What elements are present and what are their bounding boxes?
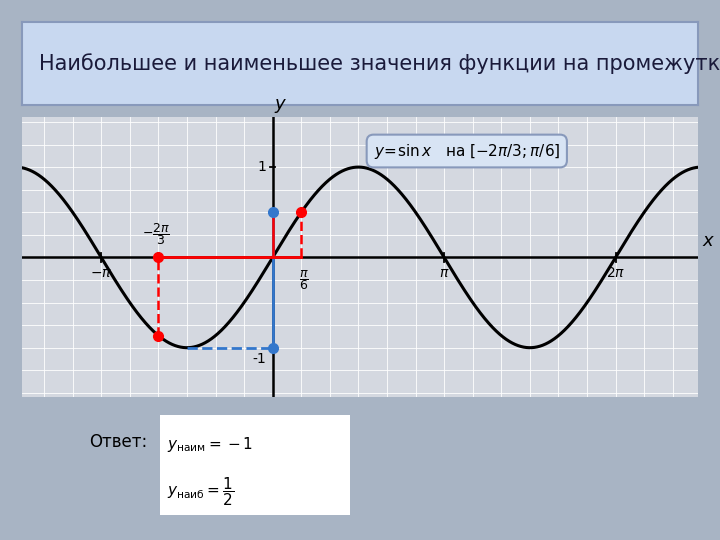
Text: $-\pi$: $-\pi$ (90, 266, 112, 280)
Text: y: y (274, 95, 285, 113)
Text: $\pi$: $\pi$ (439, 266, 449, 280)
Text: $\dfrac{\pi}{6}$: $\dfrac{\pi}{6}$ (299, 268, 309, 292)
Text: $y_{\mathregular{наим}} = -1$: $y_{\mathregular{наим}} = -1$ (167, 435, 253, 454)
FancyBboxPatch shape (161, 415, 350, 515)
Text: -1: -1 (253, 352, 266, 366)
Text: Наибольшее и наименьшее значения функции на промежутке: Наибольшее и наименьшее значения функции… (39, 53, 720, 73)
Text: Ответ:: Ответ: (89, 433, 148, 451)
Text: $2\pi$: $2\pi$ (606, 266, 625, 280)
Text: x: x (703, 232, 714, 250)
Text: $y\!=\!\sin x$   на $[-2\pi/3;\pi/6]$: $y\!=\!\sin x$ на $[-2\pi/3;\pi/6]$ (374, 141, 560, 160)
Text: $-\dfrac{2\pi}{3}$: $-\dfrac{2\pi}{3}$ (142, 221, 170, 247)
Text: 1: 1 (257, 160, 266, 174)
Text: $y_{\mathregular{наиб}} = \dfrac{1}{2}$: $y_{\mathregular{наиб}} = \dfrac{1}{2}$ (167, 476, 235, 508)
